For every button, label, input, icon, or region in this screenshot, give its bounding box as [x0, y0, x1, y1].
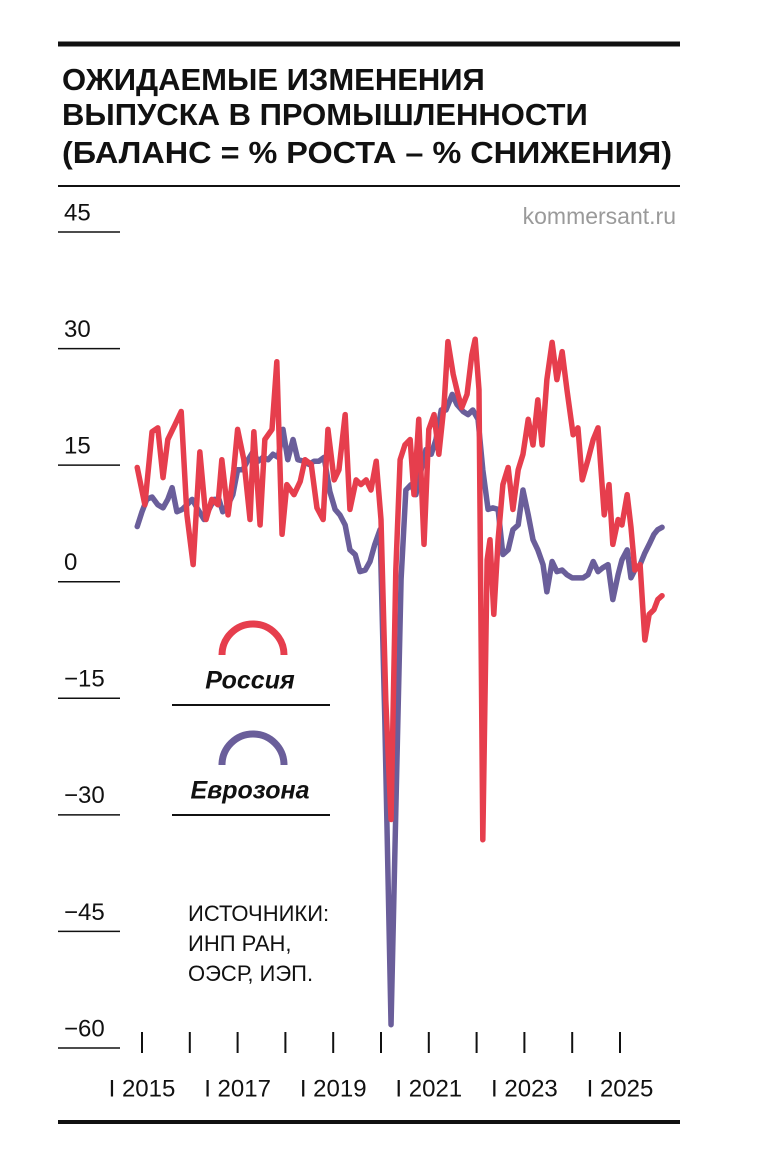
watermark: kommersant.ru: [523, 203, 676, 229]
y-tick-label: 0: [64, 549, 77, 576]
series-line: [134, 336, 665, 843]
legend-label: Еврозона: [190, 777, 309, 805]
y-tick-label: 15: [64, 432, 91, 459]
source: ОЭСР, ИЭП.: [188, 961, 313, 986]
y-tick-label: 45: [64, 199, 91, 226]
x-tick-label: I 2015: [109, 1075, 176, 1102]
y-tick-label: −15: [64, 666, 105, 693]
legend-swatch: [218, 620, 288, 656]
x-tick-label: I 2017: [204, 1075, 271, 1102]
chart-title: (БАЛАНС = % РОСТА – % СНИЖЕНИЯ): [62, 135, 672, 170]
y-tick-label: −30: [64, 782, 105, 809]
y-tick-label: 30: [64, 316, 91, 343]
y-tick-label: −60: [64, 1015, 105, 1042]
source: ИСТОЧНИКИ:: [188, 901, 329, 926]
x-tick-label: I 2023: [491, 1075, 558, 1102]
chart-title: ВЫПУСКА В ПРОМЫШЛЕННОСТИ: [62, 97, 588, 132]
x-tick-label: I 2021: [395, 1075, 462, 1102]
chart-title: ОЖИДАЕМЫЕ ИЗМЕНЕНИЯ: [62, 62, 485, 97]
x-tick-label: I 2025: [587, 1075, 654, 1102]
y-tick-label: −45: [64, 899, 105, 926]
legend-label: Россия: [205, 667, 295, 695]
x-tick-label: I 2019: [300, 1075, 367, 1102]
legend-swatch: [218, 730, 288, 766]
source: ИНП РАН,: [188, 931, 292, 956]
